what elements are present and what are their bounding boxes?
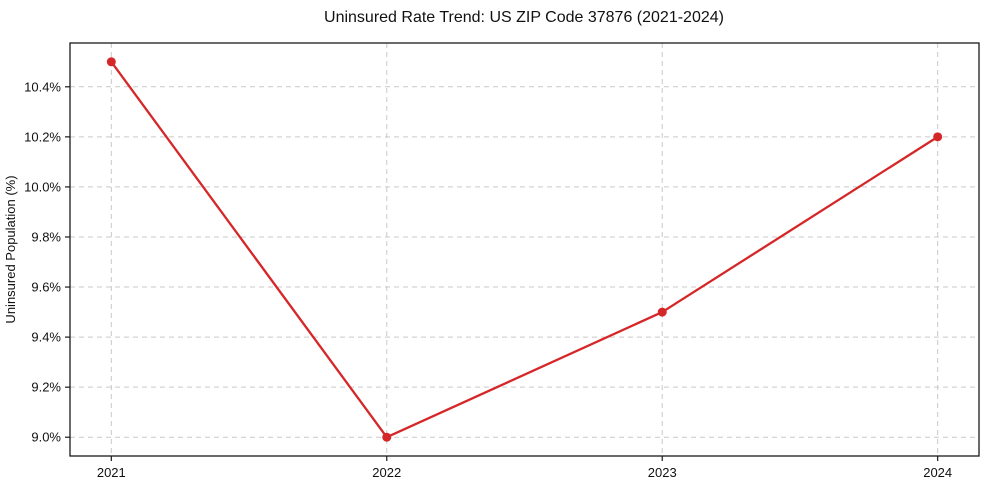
y-tick-label: 10.4% (24, 79, 61, 94)
data-point-marker (933, 132, 943, 142)
y-axis-label: Uninsured Population (%) (3, 175, 18, 323)
data-point-marker (657, 307, 667, 317)
y-tick-label: 9.0% (31, 430, 61, 445)
y-tick-label: 10.2% (24, 129, 61, 144)
y-tick-label: 10.0% (24, 179, 61, 194)
data-point-marker (382, 432, 392, 442)
x-tick-label: 2023 (648, 465, 677, 480)
y-tick-label: 9.4% (31, 330, 61, 345)
data-point-marker (106, 57, 116, 67)
tick-labels: 9.0% 9.2% 9.4% 9.6% 9.8% 10.0% 10.2% 10.4% 2021 2… (24, 79, 952, 480)
x-tick-label: 2024 (923, 465, 952, 480)
tick-marks (65, 86, 939, 461)
y-tick-label: 9.8% (31, 229, 61, 244)
x-tick-label: 2021 (97, 465, 126, 480)
gridlines (70, 43, 979, 456)
y-tick-label: 9.6% (31, 280, 61, 295)
x-tick-label: 2022 (372, 465, 401, 480)
plot-border (69, 42, 980, 457)
chart-title: Uninsured Rate Trend: US ZIP Code 37876 … (324, 9, 724, 26)
data-series (106, 57, 943, 442)
trend-line (110, 60, 939, 439)
y-tick-label: 9.2% (31, 380, 61, 395)
